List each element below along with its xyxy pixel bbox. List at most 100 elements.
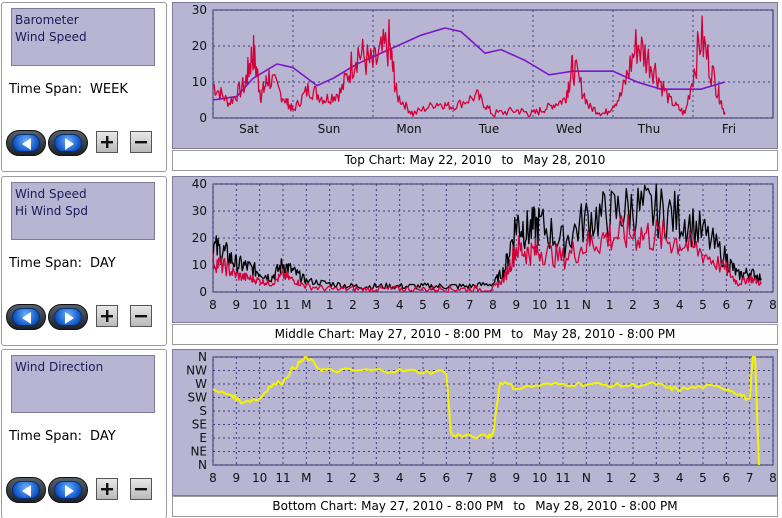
series-list[interactable]: Wind Direction [11, 355, 155, 413]
zoom-in-button[interactable] [96, 131, 118, 153]
x-tick-label: 9 [513, 471, 521, 485]
middle-chart[interactable]: 0 10 20 30 40 8 9 10 11 M 1 2 3 4 5 6 7 8 9 10 11 N 1 2 3 4 5 6 7 8 [172, 176, 778, 323]
x-tick-label: 9 [233, 471, 241, 485]
time-span: Time Span: DAY [9, 256, 116, 271]
x-tick-label: 4 [396, 298, 404, 312]
caption-to: May 28, 2010 [523, 153, 606, 167]
y-tick-label: S [199, 404, 207, 418]
x-tick-label: 5 [699, 298, 707, 312]
x-tick-label: 2 [349, 471, 357, 485]
middle-chart-controls: Wind Speed Hi Wind Spd Time Span: DAY [1, 176, 167, 346]
series-item[interactable]: Wind Direction [15, 360, 104, 374]
x-tick-label: Sat [239, 122, 259, 136]
y-tick-label: N [198, 458, 207, 472]
top-chart-plot: 0 10 20 30 Sat Sun Mon Tue Wed Thu Fri [192, 3, 774, 136]
y-tick-label: 0 [199, 111, 207, 125]
x-tick-label: 11 [275, 471, 290, 485]
x-tick-label: 8 [489, 471, 497, 485]
x-tick-label: 5 [419, 298, 427, 312]
x-tick-label: Tue [478, 122, 500, 136]
caption-prefix: Bottom Chart: [272, 499, 358, 513]
x-tick-label: Mon [396, 122, 421, 136]
zoom-out-button[interactable] [130, 478, 152, 500]
x-tick-label: 1 [326, 298, 334, 312]
x-tick-label: 6 [723, 298, 731, 312]
zoom-in-button[interactable] [96, 305, 118, 327]
caption-to: May 28, 2010 - 8:00 PM [535, 499, 678, 513]
x-tick-label: 7 [746, 298, 754, 312]
time-span-label: Time Span: [9, 256, 83, 271]
x-tick-label: 10 [252, 298, 267, 312]
series-list[interactable]: Wind Speed Hi Wind Spd [11, 182, 155, 240]
minus-icon [135, 141, 147, 144]
caption-to-word: to [513, 499, 526, 513]
y-tick-label: 0 [199, 285, 207, 299]
caption-from: May 27, 2010 - 8:00 PM [358, 327, 502, 341]
arrow-left-icon [22, 312, 31, 324]
zoom-out-button[interactable] [130, 131, 152, 153]
series-item[interactable]: Wind Speed [15, 187, 87, 201]
x-tick-label: 2 [349, 298, 357, 312]
x-tick-label: M [301, 298, 311, 312]
y-tick-label: N [198, 350, 207, 364]
y-tick-label: 10 [192, 75, 207, 89]
bottom-chart-controls: Wind Direction Time Span: DAY [1, 349, 167, 518]
x-tick-label: 7 [746, 471, 754, 485]
y-tick-label: SE [192, 418, 207, 432]
time-span-value: DAY [90, 256, 116, 271]
next-button[interactable] [48, 304, 88, 330]
x-tick-label: 2 [629, 471, 637, 485]
arrow-right-icon [65, 485, 74, 497]
middle-chart-caption: Middle Chart: May 27, 2010 - 8:00 PM to … [172, 324, 778, 345]
navigation-buttons [6, 477, 166, 503]
previous-button[interactable] [6, 477, 46, 503]
time-span-label: Time Span: [9, 429, 83, 444]
y-tick-label: E [199, 431, 207, 445]
bottom-chart[interactable]: N NW W SW S SE E NE N 8 9 10 11 M 1 2 3 4 5 6 7 8 9 10 11 N 1 2 3 4 5 6… [172, 349, 778, 496]
middle-chart-plot: 0 10 20 30 40 8 9 10 11 M 1 2 3 4 5 6 7 8 9 10 11 N 1 2 3 4 5 6 7 8 [192, 177, 777, 312]
next-button[interactable] [48, 477, 88, 503]
x-tick-label: 8 [209, 471, 217, 485]
x-tick-label: 4 [676, 298, 684, 312]
x-tick-label: 1 [606, 471, 614, 485]
top-chart-controls: Barometer Wind Speed Time Span: WEEK [1, 2, 167, 172]
caption-to-word: to [511, 327, 524, 341]
caption-prefix: Middle Chart: [274, 327, 356, 341]
series-item[interactable]: Barometer [15, 13, 79, 27]
x-tick-label: 1 [606, 298, 614, 312]
x-tick-label: 5 [419, 471, 427, 485]
series-list[interactable]: Barometer Wind Speed [11, 8, 155, 66]
y-tick-label: NW [186, 364, 207, 378]
zoom-out-button[interactable] [130, 305, 152, 327]
x-tick-label: 11 [555, 471, 570, 485]
series-line-barometer [212, 27, 726, 101]
series-line-wind-speed [212, 214, 762, 293]
y-tick-label: 10 [192, 258, 207, 272]
plus-icon [101, 483, 113, 495]
x-tick-label: Sun [318, 122, 341, 136]
x-tick-label: 8 [769, 298, 777, 312]
time-span: Time Span: DAY [9, 429, 116, 444]
caption-to-word: to [501, 153, 514, 167]
series-item[interactable]: Hi Wind Spd [15, 204, 88, 218]
x-tick-label: 1 [326, 471, 334, 485]
previous-button[interactable] [6, 304, 46, 330]
x-tick-label: N [582, 471, 591, 485]
series-line-hi-wind-spd [212, 183, 762, 291]
x-tick-label: 11 [555, 298, 570, 312]
x-tick-label: 4 [676, 471, 684, 485]
x-tick-label: Wed [556, 122, 582, 136]
x-tick-label: 10 [252, 471, 267, 485]
x-tick-label: 8 [209, 298, 217, 312]
x-tick-label: M [301, 471, 311, 485]
top-chart[interactable]: 0 10 20 30 Sat Sun Mon Tue Wed Thu Fri [172, 2, 778, 149]
next-button[interactable] [48, 130, 88, 156]
minus-icon [135, 488, 147, 491]
y-tick-label: W [195, 377, 207, 391]
previous-button[interactable] [6, 130, 46, 156]
y-tick-label: 40 [192, 177, 207, 191]
x-tick-label: 2 [629, 298, 637, 312]
zoom-in-button[interactable] [96, 478, 118, 500]
series-item[interactable]: Wind Speed [15, 30, 87, 44]
